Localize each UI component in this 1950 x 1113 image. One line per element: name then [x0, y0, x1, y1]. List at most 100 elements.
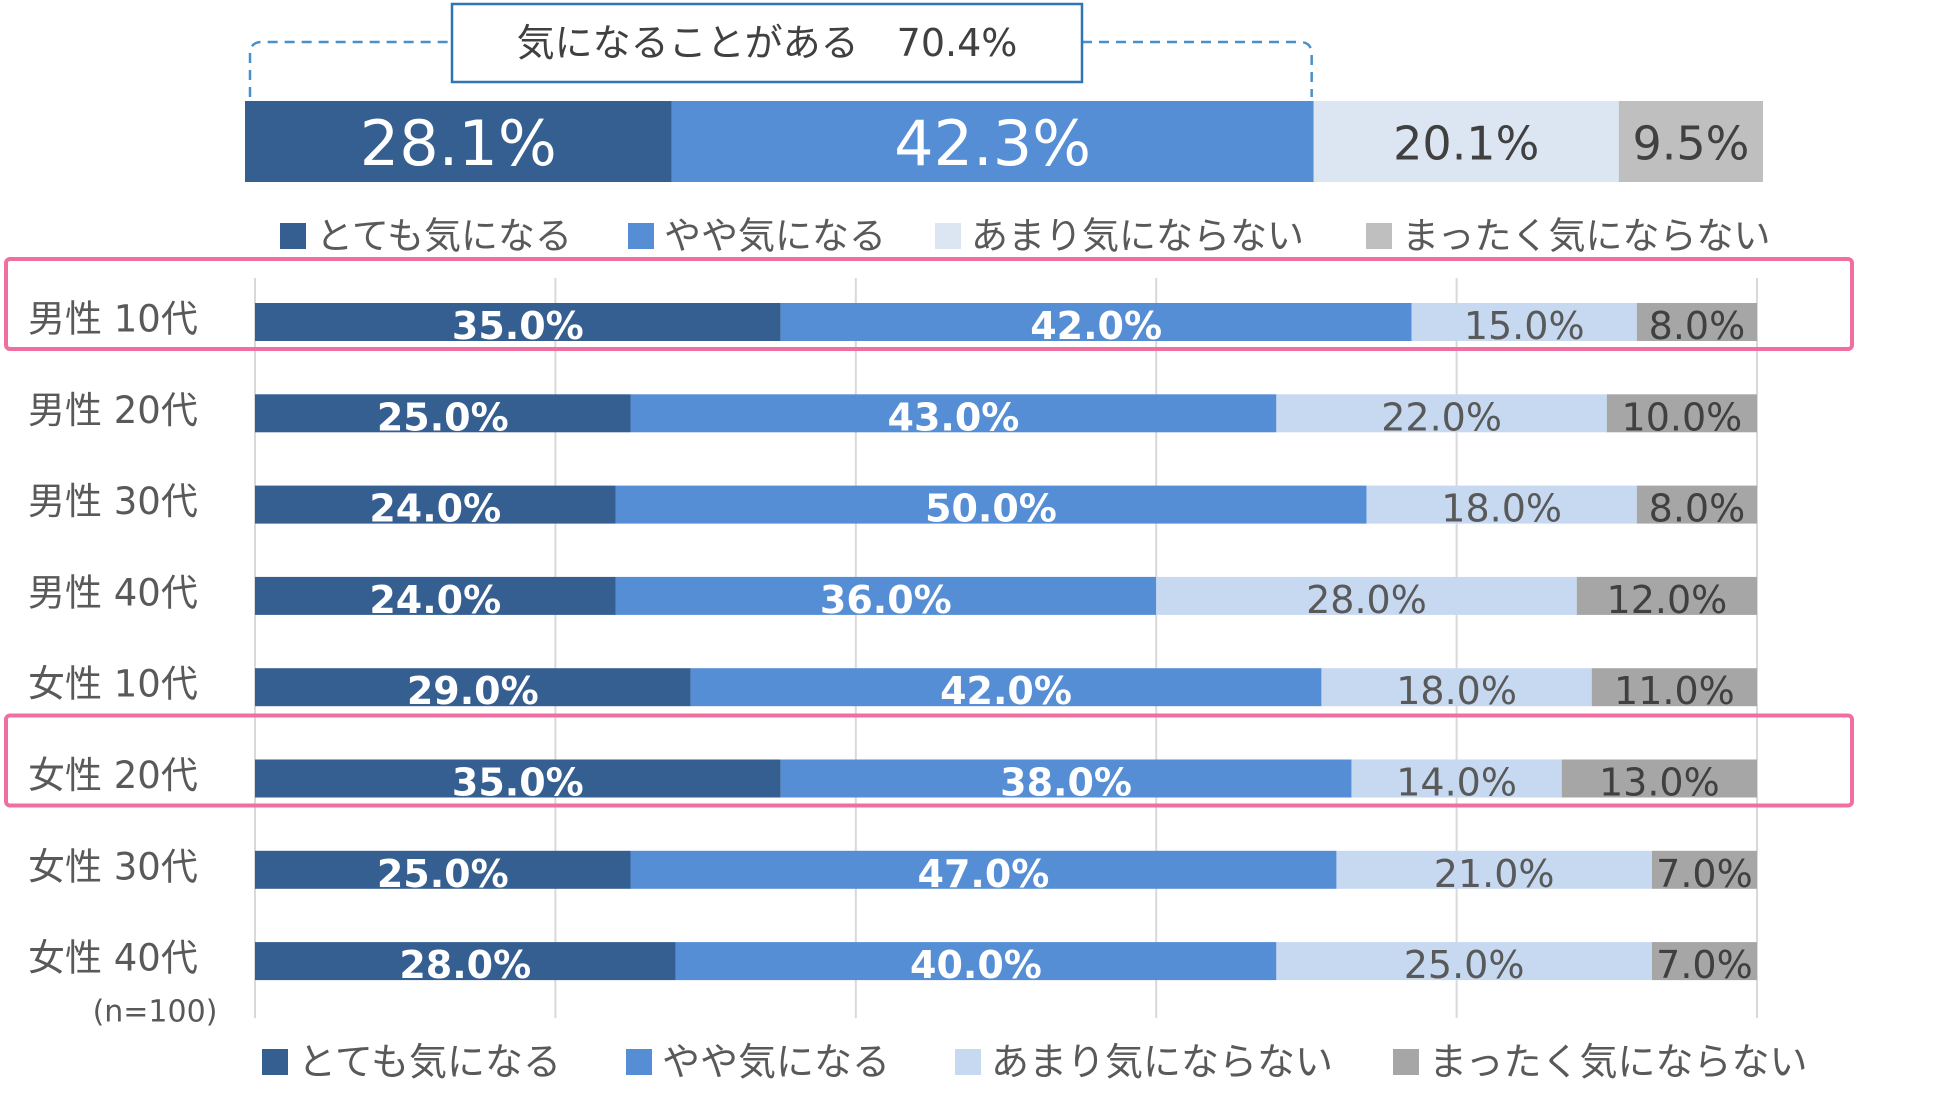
bar-segment	[615, 485, 1367, 524]
bar-segment	[690, 668, 1322, 707]
bar-segment	[1321, 668, 1592, 707]
bar-value-label: 15.0%	[1464, 304, 1585, 348]
segment-chart: 35.0% 42.0% 15.0% 8.0% 25.0% 43.0% 22.0% 10.0% 2…	[4, 257, 1854, 1084]
bar-segment	[255, 668, 691, 707]
bar-value-label: 40.0%	[910, 943, 1042, 987]
legend-label: やや気になる	[664, 215, 886, 258]
legend-swatch	[262, 1049, 288, 1075]
legend-label: あまり気にならない	[991, 1040, 1333, 1084]
bar-segment	[1156, 576, 1577, 615]
legend-swatch	[1393, 1049, 1419, 1075]
summary-box	[450, 2, 1084, 84]
bar-segment	[630, 850, 1337, 889]
segment-legend: とても気になる やや気になる あまり気にならない まったく気にならない	[262, 1040, 1807, 1084]
legend-swatch	[1366, 223, 1392, 249]
overall-bar-segments	[245, 101, 1763, 182]
bar-value-label: 8.0%	[1649, 487, 1746, 531]
bar-value-label: 22.0%	[1381, 395, 1502, 439]
bar-segment	[1651, 850, 1757, 889]
legend-swatch	[628, 223, 654, 249]
legend-label: とても気になる	[298, 1040, 561, 1084]
summary-label: 気になることがある 70.4%	[517, 21, 1018, 65]
category-label: 男性 20代	[28, 389, 198, 432]
bar-value-label: 28.0%	[399, 943, 531, 987]
bar-segment	[1636, 303, 1757, 341]
bar-value-label: 14.0%	[1396, 761, 1517, 805]
bar-segment	[255, 850, 631, 889]
bar-segment	[255, 303, 781, 341]
bar-value-label: 43.0%	[888, 395, 1020, 439]
category-label: 男性 10代	[28, 298, 198, 341]
bar-segment	[255, 485, 616, 524]
legend-label: やや気になる	[662, 1040, 890, 1084]
bar-value-label: 11.0%	[1614, 669, 1735, 713]
bar-value-label: 21.0%	[1434, 852, 1555, 896]
bar-value-label: 24.0%	[369, 578, 501, 622]
highlight-box	[4, 713, 1854, 808]
bar-value-label: 50.0%	[925, 487, 1057, 531]
bar-segment	[630, 394, 1277, 433]
bar-segment	[1606, 394, 1757, 433]
category-label: 女性 40代	[28, 937, 198, 980]
gridlines	[254, 278, 1758, 1019]
bar-segment	[1561, 759, 1757, 798]
bar-value-label: 35.0%	[452, 761, 584, 805]
bar-segment	[1411, 303, 1637, 341]
bar-value-label: 25.0%	[377, 395, 509, 439]
overall-chart: 気になることがある 70.4% 28.1% 42.3% 20.1% 9.5% とても気…	[245, 2, 1771, 258]
overall-value-labels: 28.1% 42.3% 20.1% 9.5%	[360, 107, 1750, 180]
legend-label: とても気になる	[316, 215, 572, 258]
bar-value-label: 42.0%	[940, 669, 1072, 713]
bar-value-label: 7.0%	[1656, 852, 1753, 896]
overall-value-label: 42.3%	[894, 107, 1091, 180]
legend-label: まったく気にならない	[1402, 215, 1771, 258]
bar-value-label: 29.0%	[407, 669, 539, 713]
bar-segment	[1576, 576, 1757, 615]
bar-value-label: 24.0%	[369, 487, 501, 531]
category-label: 女性 10代	[28, 663, 198, 706]
bar-segment	[1336, 850, 1652, 889]
legend-swatch	[955, 1049, 981, 1075]
bar-segment	[780, 759, 1352, 798]
bar-value-label: 10.0%	[1622, 395, 1743, 439]
bar-segment	[255, 394, 631, 433]
bar-segment	[1591, 668, 1757, 707]
category-label: 女性 30代	[28, 845, 198, 888]
bar-value-label: 42.0%	[1030, 304, 1162, 348]
bar-value-label: 35.0%	[452, 304, 584, 348]
category-label: 男性 40代	[28, 571, 198, 614]
highlight-boxes	[4, 257, 1854, 808]
overall-value-label: 9.5%	[1632, 117, 1749, 171]
bar-value-label: 28.0%	[1306, 578, 1427, 622]
legend-label: あまり気にならない	[971, 215, 1304, 258]
overall-bar-segment	[245, 101, 672, 182]
bar-value-label: 25.0%	[1404, 943, 1525, 987]
bar-value-label: 18.0%	[1441, 487, 1562, 531]
bar-segment	[255, 576, 616, 615]
category-label: 女性 20代	[28, 754, 198, 797]
bar-value-label: 25.0%	[377, 852, 509, 896]
segment-value-labels: 35.0% 42.0% 15.0% 8.0% 25.0% 43.0% 22.0% 10.0% 2…	[369, 304, 1752, 987]
bar-value-label: 13.0%	[1599, 761, 1720, 805]
bar-value-label: 36.0%	[820, 578, 952, 622]
bar-value-label: 18.0%	[1396, 669, 1517, 713]
legend-swatch	[935, 223, 961, 249]
category-label: 男性 30代	[28, 480, 198, 523]
summary-bracket	[248, 40, 1313, 97]
overall-bar-segment	[671, 101, 1314, 182]
bar-segment	[255, 759, 781, 798]
legend-label: まったく気にならない	[1429, 1040, 1807, 1084]
bar-segment	[255, 942, 676, 981]
bar-segment	[780, 303, 1412, 341]
bar-segment	[1276, 394, 1607, 433]
legend-swatch	[626, 1049, 652, 1075]
legend-swatch	[280, 223, 306, 249]
segment-bars	[255, 303, 1757, 981]
bar-segment	[675, 942, 1277, 981]
bar-segment	[615, 576, 1157, 615]
highlight-box	[4, 257, 1854, 351]
bar-value-label: 38.0%	[1000, 761, 1132, 805]
overall-bar-segment	[1618, 101, 1763, 182]
